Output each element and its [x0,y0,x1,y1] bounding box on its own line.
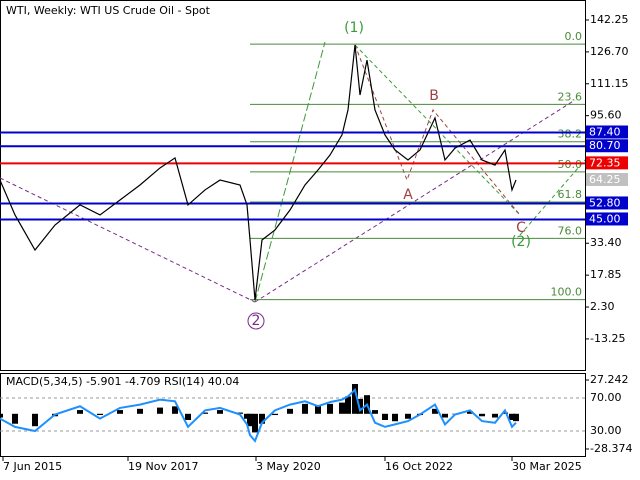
macd-bar [327,403,333,414]
macd-bar [345,396,351,414]
macd-bar [467,411,473,414]
rsi-line [0,387,517,443]
macd-bar [247,413,253,427]
fib-label: 38.2 [558,128,583,141]
level-label: 45.00 [589,212,621,225]
x-tick-label: 16 Oct 2022 [385,460,453,473]
level-box [586,139,628,153]
wave-line [254,99,576,303]
y-tick-label: 2.30 [590,300,615,313]
macd-bar [272,413,278,416]
macd-bar [237,412,243,414]
macd-bar [217,410,223,414]
fib-label: 76.0 [558,224,583,237]
fib-label: 100.0 [551,286,583,299]
price-line [0,44,517,301]
level-box [586,212,628,226]
macd-bar [12,413,18,424]
y-tick-label: 126.70 [590,45,629,58]
macd-bar [372,410,378,414]
macd-bar [77,410,83,414]
x-tick-label: 19 Nov 2017 [128,460,198,473]
wave-line [519,159,586,236]
macd-bar [405,413,411,419]
level-box [586,156,628,170]
fib-label: 61.8 [558,188,583,201]
level-label: 72.35 [589,156,621,169]
annotation: (2) [511,234,531,250]
macd-bar [513,413,519,422]
y-tick-label: 17.85 [590,268,622,281]
macd-bar [382,413,388,421]
price-panel [0,0,586,371]
macd-bar [117,410,123,414]
chart-title: WTI, Weekly: WTI US Crude Oil - Spot [6,4,211,17]
fib-label: 0.0 [565,30,583,43]
macd-bar [202,412,208,414]
x-tick-label: 30 Mar 2025 [512,460,582,473]
macd-bar [442,413,448,418]
annotation: B [429,88,439,104]
level-label: 87.40 [589,125,621,138]
annotation: C [516,220,526,236]
macd-bar [432,408,438,414]
fib-label: 50.0 [558,158,583,171]
macd-bar [287,408,293,414]
indicator-title: MACD(5,34,5) -5.901 -4.709 RSI(14) 40.04 [6,375,239,388]
macd-bar [339,402,345,414]
macd-bar [502,412,508,414]
y-tick-label: 142.25 [590,13,629,26]
macd-bar [259,413,265,424]
y2-tick-label: 70.00 [590,391,622,404]
y-tick-label: 27.242 [590,373,629,386]
y-tick-label: 95.60 [590,109,622,122]
price-box [586,172,628,186]
macd-bar [302,403,308,414]
y-tick-label: -28.374 [590,442,632,455]
macd-bar [32,413,38,427]
level-box [586,196,628,210]
macd-bar [509,413,515,421]
macd-bar [0,413,3,418]
macd-bar [492,413,498,418]
macd-bar [185,413,191,421]
macd-bar [137,408,143,414]
macd-bar [172,406,178,414]
y-tick-label: -13.25 [590,332,625,345]
level-box [586,125,628,139]
y-tick-label: 111.15 [590,77,629,90]
wave-line [0,177,256,303]
annotation: A [403,187,413,203]
macd-bar [479,413,485,417]
macd-bar [157,407,163,414]
level-label: 80.70 [589,139,621,152]
y2-tick-label: 30.00 [590,424,622,437]
fib-label: 23.6 [558,90,583,103]
macd-bar [352,384,358,414]
macd-bar [97,413,103,416]
x-tick-label: 7 Jun 2015 [3,460,62,473]
annotation-circle [247,312,265,330]
annotation: (1) [344,20,364,36]
macd-bar [315,405,321,414]
macd-bar [252,413,258,433]
x-tick-label: 3 May 2020 [256,460,321,473]
level-label: 52.80 [589,196,621,209]
annotation: 2 [252,313,261,329]
price-label: 64.25 [589,173,621,186]
y-tick-label: 33.40 [590,236,622,249]
wave-line [354,44,521,216]
macd-bar [392,413,398,422]
